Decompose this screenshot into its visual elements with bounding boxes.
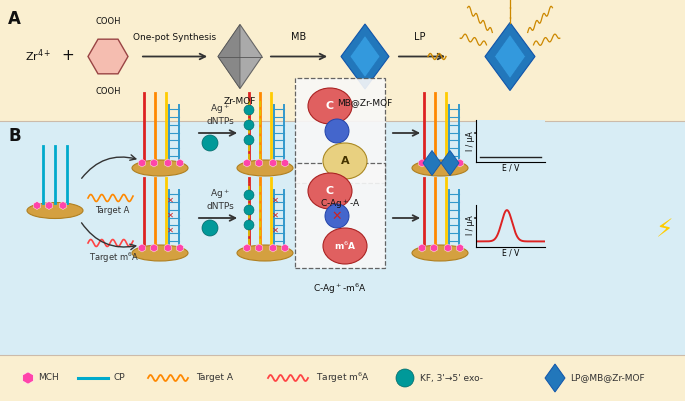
- Circle shape: [325, 119, 349, 143]
- Text: Ag$^+$: Ag$^+$: [210, 102, 230, 116]
- Circle shape: [202, 220, 218, 236]
- Ellipse shape: [412, 160, 468, 176]
- Polygon shape: [423, 150, 441, 176]
- Text: ✕: ✕: [271, 225, 279, 235]
- Text: m$^6$A: m$^6$A: [334, 240, 356, 252]
- Text: ✕: ✕: [271, 211, 279, 219]
- Text: ✕: ✕: [271, 196, 279, 205]
- FancyBboxPatch shape: [295, 163, 385, 268]
- Text: A: A: [340, 156, 349, 166]
- Circle shape: [244, 205, 254, 215]
- Circle shape: [325, 204, 349, 228]
- Text: Target m$^6$A: Target m$^6$A: [316, 371, 370, 385]
- Text: Ag$^+$: Ag$^+$: [210, 187, 230, 201]
- Text: C: C: [326, 186, 334, 196]
- Text: MB@Zr-MOF: MB@Zr-MOF: [338, 99, 393, 107]
- Text: LP: LP: [414, 32, 426, 43]
- Text: One-pot Synthesis: One-pot Synthesis: [134, 34, 216, 43]
- Ellipse shape: [412, 245, 468, 261]
- Circle shape: [244, 220, 254, 230]
- Polygon shape: [545, 364, 565, 392]
- Ellipse shape: [237, 160, 293, 176]
- Text: ✕: ✕: [166, 225, 173, 235]
- Text: CP: CP: [114, 373, 125, 383]
- X-axis label: E / V: E / V: [501, 248, 519, 257]
- Polygon shape: [218, 24, 240, 89]
- Ellipse shape: [323, 228, 367, 264]
- Ellipse shape: [308, 88, 352, 124]
- Text: dNTPs: dNTPs: [206, 117, 234, 126]
- Text: Target m$^6$A: Target m$^6$A: [89, 251, 139, 265]
- Polygon shape: [218, 24, 262, 89]
- Text: Zr-MOF: Zr-MOF: [224, 97, 256, 105]
- Text: COOH: COOH: [95, 18, 121, 26]
- Text: Target A: Target A: [196, 373, 233, 383]
- Circle shape: [244, 135, 254, 145]
- Text: COOH: COOH: [95, 87, 121, 95]
- Bar: [0, 121, 685, 355]
- Text: A: A: [8, 10, 21, 28]
- Circle shape: [244, 105, 254, 115]
- Text: C-Ag$^+$-m$^6$A: C-Ag$^+$-m$^6$A: [313, 282, 367, 296]
- Text: KF, 3'→5' exo-: KF, 3'→5' exo-: [420, 373, 483, 383]
- Circle shape: [396, 369, 414, 387]
- Y-axis label: I / μA: I / μA: [466, 132, 475, 151]
- FancyBboxPatch shape: [295, 78, 385, 183]
- Text: C-Ag$^+$-A: C-Ag$^+$-A: [320, 197, 360, 211]
- Text: Target A: Target A: [95, 206, 129, 215]
- Polygon shape: [495, 34, 525, 79]
- Text: dNTPs: dNTPs: [206, 202, 234, 211]
- X-axis label: E / V: E / V: [501, 164, 519, 173]
- Circle shape: [244, 120, 254, 130]
- Text: ⚡: ⚡: [656, 219, 674, 243]
- Polygon shape: [350, 36, 380, 77]
- Text: LP@MB@Zr-MOF: LP@MB@Zr-MOF: [570, 373, 645, 383]
- Text: ✕: ✕: [332, 209, 342, 223]
- Ellipse shape: [308, 173, 352, 209]
- Circle shape: [244, 190, 254, 200]
- Text: Zr$^{4+}$: Zr$^{4+}$: [25, 47, 51, 64]
- Circle shape: [202, 135, 218, 151]
- Polygon shape: [485, 22, 535, 91]
- Bar: [0, 355, 685, 401]
- Text: B: B: [8, 127, 21, 145]
- Text: +: +: [62, 48, 75, 63]
- Ellipse shape: [132, 160, 188, 176]
- Ellipse shape: [323, 143, 367, 179]
- Ellipse shape: [132, 245, 188, 261]
- Text: ✕: ✕: [166, 196, 173, 205]
- Text: C: C: [326, 101, 334, 111]
- Polygon shape: [341, 24, 389, 89]
- Text: ✕: ✕: [166, 211, 173, 219]
- Ellipse shape: [27, 203, 83, 219]
- Text: MB: MB: [291, 32, 307, 43]
- Polygon shape: [441, 150, 459, 176]
- Text: MCH: MCH: [38, 373, 59, 383]
- Y-axis label: I / μA: I / μA: [466, 216, 475, 235]
- Ellipse shape: [237, 245, 293, 261]
- Bar: [0, 0, 685, 121]
